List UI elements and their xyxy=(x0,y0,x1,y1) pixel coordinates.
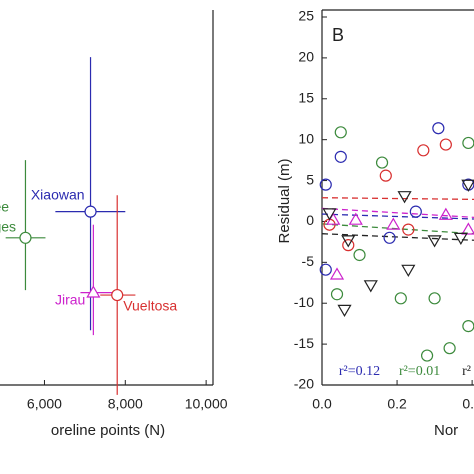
marker xyxy=(432,122,445,135)
marker xyxy=(19,231,32,244)
x-axis-label: oreline points (N) xyxy=(51,422,165,439)
y-tick-label: 25 xyxy=(298,8,314,24)
fit-line xyxy=(321,223,474,235)
marker xyxy=(397,191,412,204)
marker xyxy=(363,280,378,293)
marker xyxy=(319,263,332,276)
fit-line xyxy=(321,233,474,241)
y-tick-label: -20 xyxy=(294,376,314,392)
marker xyxy=(438,207,453,220)
x-tick-label: 0.0 xyxy=(312,396,332,412)
annotation: r²=0.01 xyxy=(399,364,440,379)
marker xyxy=(427,235,442,248)
marker xyxy=(330,288,344,301)
marker xyxy=(383,231,396,244)
marker xyxy=(322,208,337,221)
marker xyxy=(334,126,347,139)
marker xyxy=(462,320,474,333)
annotation: r²=0.12 xyxy=(339,364,380,379)
x-tick-label: 8,000 xyxy=(108,396,143,412)
x-tick-label: 10,000 xyxy=(185,396,228,412)
annotation: r² xyxy=(462,364,471,379)
marker xyxy=(353,248,366,262)
marker xyxy=(334,150,347,163)
x-axis-label: Nor xyxy=(434,422,458,439)
marker xyxy=(462,136,474,150)
point-label: ee xyxy=(0,199,9,215)
x-tick-label: 6,000 xyxy=(27,396,62,412)
point-label: ges xyxy=(0,219,16,235)
marker xyxy=(386,217,401,230)
y-tick-label: 10 xyxy=(298,130,314,146)
fit-line xyxy=(321,213,474,220)
point-label: Vueltosa xyxy=(123,298,177,314)
marker xyxy=(375,156,389,169)
y-tick-label: 20 xyxy=(298,49,314,65)
marker xyxy=(461,179,474,192)
marker xyxy=(86,285,101,298)
x-tick-label: 0.4 xyxy=(462,396,474,412)
marker xyxy=(348,212,363,225)
x-tick-label: 0.2 xyxy=(387,396,407,412)
marker xyxy=(439,138,452,151)
y-tick-label: 15 xyxy=(298,89,314,105)
y-tick-label: 5 xyxy=(306,171,314,187)
fit-line xyxy=(321,207,474,219)
marker xyxy=(111,288,124,302)
marker xyxy=(402,223,415,236)
marker xyxy=(461,222,474,235)
marker xyxy=(409,205,422,218)
marker xyxy=(379,169,392,182)
point-label: Jirau xyxy=(55,291,85,307)
marker xyxy=(84,205,97,218)
y-tick-label: -10 xyxy=(294,294,314,310)
panel-label: B xyxy=(332,25,344,45)
point-label: Xiaowan xyxy=(31,186,85,202)
marker xyxy=(453,232,468,246)
marker xyxy=(401,264,416,277)
marker xyxy=(417,144,430,157)
y-axis-label: Residual (m) xyxy=(276,158,293,243)
y-tick-label: -15 xyxy=(294,335,314,351)
fit-line xyxy=(321,197,474,201)
marker xyxy=(394,292,407,305)
marker xyxy=(443,342,456,355)
marker xyxy=(342,239,355,252)
y-tick-label: -5 xyxy=(302,253,315,269)
y-tick-label: 0 xyxy=(306,212,314,228)
marker xyxy=(337,304,352,318)
marker xyxy=(420,349,434,362)
marker xyxy=(341,235,356,248)
marker xyxy=(319,178,332,191)
marker xyxy=(329,267,345,280)
marker xyxy=(428,292,441,305)
